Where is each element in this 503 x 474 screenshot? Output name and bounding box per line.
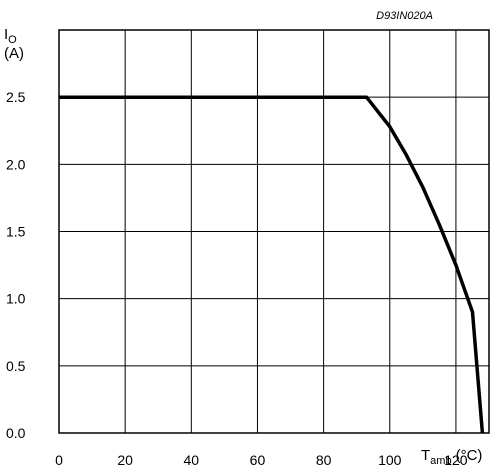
plot-frame [58, 29, 490, 434]
reference-code: D93IN020A [376, 10, 433, 22]
y-axis-label-sub: O [8, 34, 17, 46]
x-axis-label-main: T [421, 447, 430, 464]
y-tick-label: 1.5 [6, 224, 26, 240]
x-axis-label: Tamb (°C) [421, 447, 482, 467]
x-tick-label: 60 [250, 452, 266, 468]
y-tick-labels: 0.0 0.5 1.0 1.5 2.0 2.5 [6, 89, 26, 441]
x-tick-label: 100 [378, 452, 402, 468]
x-tick-label: 20 [117, 452, 133, 468]
x-tick-label: 40 [184, 452, 200, 468]
y-tick-label: 0.5 [6, 358, 26, 374]
x-tick-label: 0 [55, 452, 63, 468]
x-tick-label: 120 [444, 452, 468, 468]
series-line [59, 95, 485, 434]
grid-lines [59, 30, 489, 433]
y-tick-label: 2.0 [6, 156, 26, 172]
series-layer [59, 95, 485, 434]
x-tick-labels: 0 20 40 60 80 100 120 [55, 452, 468, 468]
y-axis-label-main: I [4, 26, 8, 43]
y-tick-label: 1.0 [6, 291, 26, 307]
x-axis-label-unit: (°C) [456, 447, 483, 464]
x-axis-label-sub: amb [430, 455, 451, 467]
y-axis-unit: (A) [4, 45, 24, 62]
y-axis-label: IO [4, 26, 17, 46]
y-tick-label: 2.5 [6, 89, 26, 105]
y-tick-label: 0.0 [6, 425, 26, 441]
x-tick-label: 80 [316, 452, 332, 468]
